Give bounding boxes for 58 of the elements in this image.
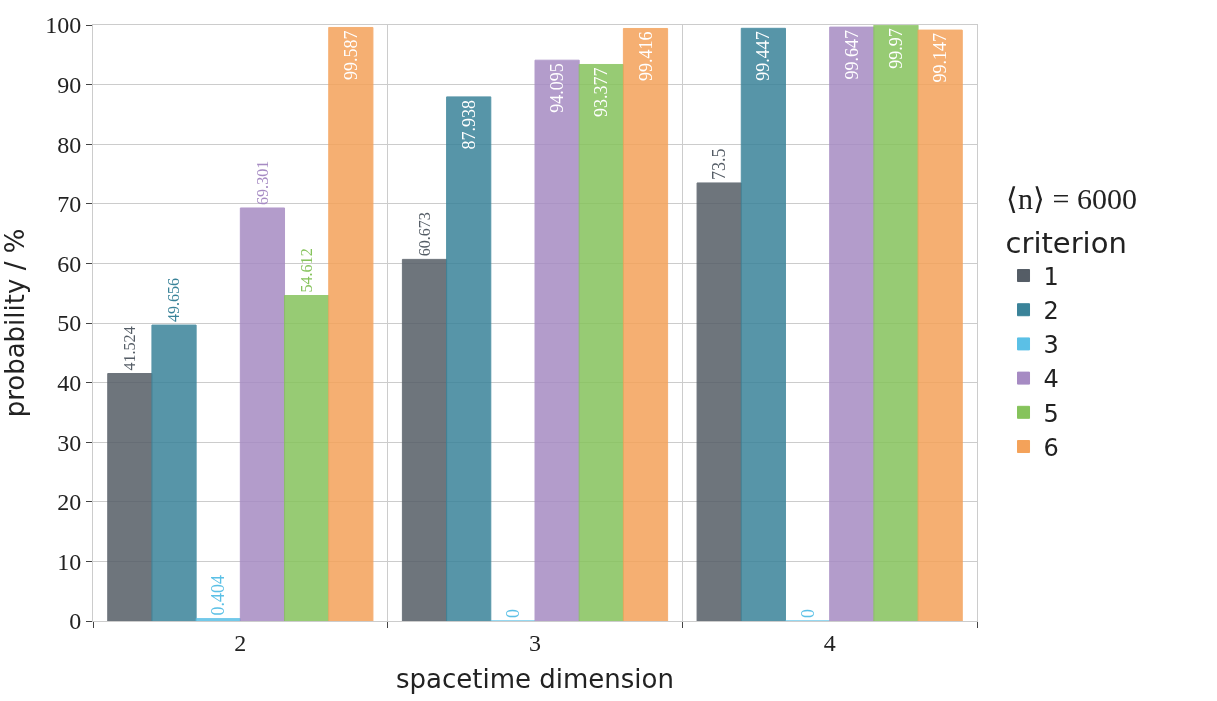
- data-label: 94.095: [547, 63, 568, 113]
- bar: [740, 27, 786, 621]
- data-label: 99.147: [930, 33, 951, 83]
- y-tick-label: 50: [57, 310, 82, 337]
- data-label: 69.301: [253, 160, 271, 205]
- legend-label: 6: [1043, 433, 1059, 462]
- y-tick-label: 80: [57, 131, 82, 158]
- y-tick-label: 90: [57, 72, 82, 98]
- x-axis-title: spacetime dimension: [396, 664, 674, 695]
- bar: [534, 59, 580, 621]
- y-tick-label: 20: [57, 489, 82, 516]
- y-tick-label: 100: [45, 12, 82, 39]
- bar: [829, 26, 875, 621]
- bar: [239, 207, 286, 621]
- bar: [107, 373, 153, 621]
- data-label: 99.416: [635, 31, 656, 81]
- y-tick-label: 10: [57, 548, 82, 575]
- y-tick-label: 30: [57, 429, 82, 456]
- legend-label: 3: [1043, 331, 1059, 360]
- data-label: 93.377: [591, 67, 612, 117]
- bar: [446, 96, 492, 621]
- bar: [622, 27, 669, 621]
- data-label: 99.647: [841, 30, 862, 80]
- data-label: 99.447: [753, 31, 774, 81]
- y-tick-label: 40: [57, 370, 82, 396]
- data-label: 99.97: [885, 28, 906, 69]
- legend-label: 1: [1043, 262, 1059, 291]
- data-label: 60.673: [415, 212, 433, 257]
- bar: [284, 295, 330, 621]
- y-tick-label: 0: [69, 608, 82, 635]
- x-tick-label: 3: [529, 629, 541, 656]
- data-label: 49.656: [165, 277, 183, 323]
- legend-label: 4: [1043, 365, 1059, 394]
- data-label: 54.612: [297, 248, 315, 293]
- legend-label: 2: [1043, 297, 1059, 326]
- bar: [917, 29, 963, 621]
- y-tick-label: 60: [57, 250, 82, 277]
- data-label: 0: [797, 609, 818, 618]
- bar: [195, 618, 241, 621]
- legend-title: criterion: [1005, 226, 1127, 261]
- data-label: 0.404: [208, 575, 229, 616]
- bar: [873, 25, 919, 621]
- y-axis-title: probability / %: [0, 228, 30, 418]
- bar: [578, 63, 624, 621]
- bar: [328, 26, 374, 621]
- data-label: 73.5: [709, 148, 730, 180]
- data-label: 87.938: [458, 99, 479, 150]
- bar: [401, 258, 448, 621]
- data-label: 99.587: [340, 30, 361, 80]
- data-label: 41.524: [121, 326, 139, 371]
- legend-label: 5: [1043, 399, 1059, 428]
- bar: [151, 324, 197, 621]
- y-tick-label: 70: [57, 191, 82, 218]
- data-label: 0: [502, 609, 523, 618]
- x-tick-label: 4: [823, 629, 836, 656]
- bar: [696, 182, 742, 621]
- text: ⟨n⟩ = 6000: [1006, 182, 1137, 215]
- x-tick-label: 2: [234, 629, 247, 656]
